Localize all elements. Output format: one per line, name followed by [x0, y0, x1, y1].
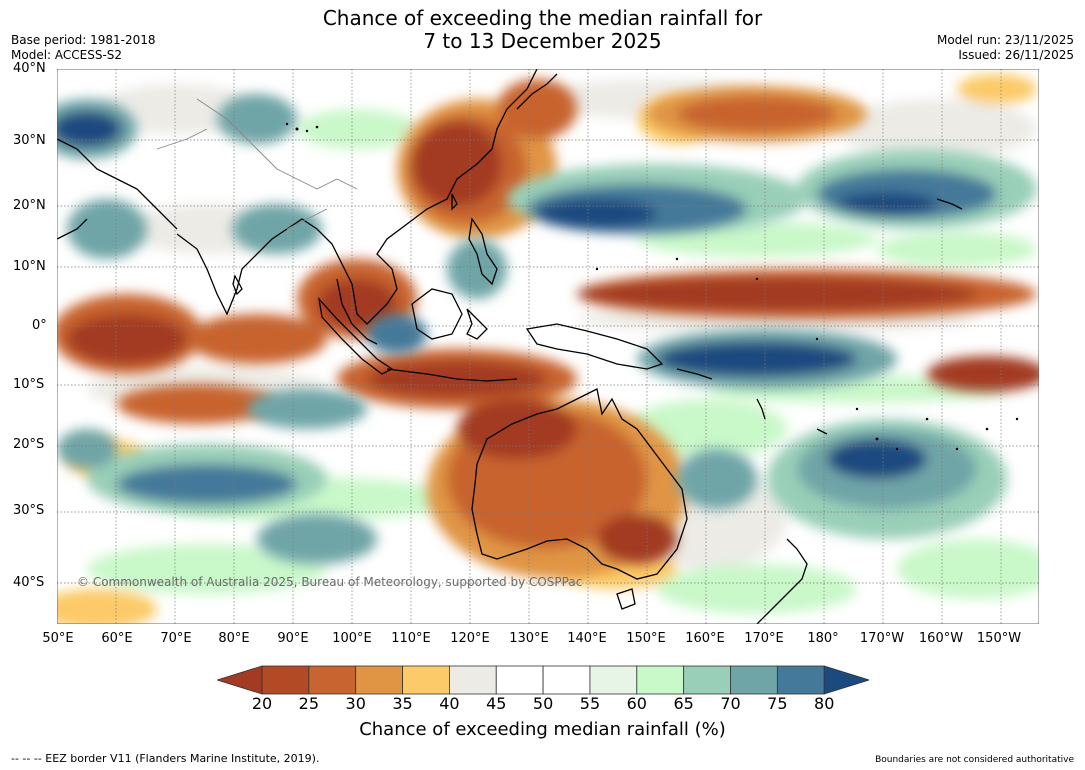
- lon-label: 90°E: [277, 631, 309, 646]
- colorbar-title: Chance of exceeding median rainfall (%): [359, 719, 726, 740]
- lon-label: 100°E: [332, 631, 372, 646]
- lon-label: 180°: [807, 631, 839, 646]
- colorbar-segment: [402, 665, 450, 695]
- colorbar-tick-label: 75: [767, 694, 788, 713]
- colorbar-tick-label: 25: [298, 694, 320, 713]
- colorbar-segment: [589, 665, 638, 695]
- lon-label: 60°E: [101, 631, 133, 646]
- colorbar-segment: [683, 665, 731, 695]
- lon-label: 140°E: [567, 631, 607, 646]
- lat-label: 10°S: [13, 377, 45, 392]
- lon-label: 70°E: [160, 631, 192, 646]
- issued-date: Issued: 26/11/2025: [958, 48, 1074, 62]
- coastlines: [57, 69, 963, 624]
- lon-label: 130°E: [509, 631, 549, 646]
- colorbar-segment: [355, 665, 403, 695]
- colorbar-extend-low: [217, 665, 263, 695]
- lat-label: 20°N: [13, 198, 46, 213]
- colorbar-tick-label: 35: [392, 694, 413, 713]
- meta-right: Model run: 23/11/2025 Issued: 26/11/2025: [937, 33, 1074, 63]
- meta-left: Base period: 1981-2018 Model: ACCESS-S2: [11, 33, 156, 63]
- colorbar-segment: [776, 665, 825, 695]
- lat-label: 40°S: [13, 575, 45, 590]
- rainfall-probability-map: © Commonwealth of Australia 2025, Bureau…: [57, 69, 1039, 624]
- model-name: Model: ACCESS-S2: [11, 48, 123, 62]
- base-period: Base period: 1981-2018: [11, 33, 156, 47]
- colorbar-extend-high: [823, 665, 869, 695]
- eez-border-note: -- -- -- EEZ border V11 (Flanders Marine…: [11, 752, 320, 765]
- lat-label: 40°N: [13, 61, 46, 76]
- colorbar-tick-label: 70: [720, 694, 741, 713]
- lon-label: 170°W: [859, 631, 905, 646]
- colorbar-tick-label: 60: [626, 694, 647, 713]
- lon-label: 160°W: [918, 631, 964, 646]
- lat-label: 20°S: [13, 437, 45, 452]
- colorbar-tick-label: 40: [439, 694, 460, 713]
- colorbar-segment: [261, 665, 310, 695]
- wet-anomaly-regions: [57, 94, 1037, 564]
- colorbar-segment: [308, 665, 357, 695]
- lon-label: 150°W: [976, 631, 1022, 646]
- colorbar-tick-label: 50: [532, 694, 554, 713]
- lat-label: 30°N: [13, 133, 46, 148]
- islands: [285, 122, 1019, 451]
- colorbar: [217, 665, 869, 695]
- colorbar-tick-label: 65: [673, 694, 694, 713]
- map-title-line1: Chance of exceeding the median rainfall …: [322, 6, 763, 30]
- colorbar-segment: [636, 665, 685, 695]
- colorbar-segment: [448, 665, 497, 695]
- country-borders: [156, 98, 358, 230]
- lon-label: 80°E: [218, 631, 250, 646]
- colorbar-tick-label: 80: [814, 694, 835, 713]
- colorbar-segment: [495, 665, 544, 695]
- copyright-notice: © Commonwealth of Australia 2025, Bureau…: [77, 575, 582, 589]
- colorbar-segment: [542, 665, 591, 695]
- lat-label: 30°S: [13, 503, 45, 518]
- lon-label: 150°E: [626, 631, 666, 646]
- boundaries-disclaimer: Boundaries are not considered authoritat…: [875, 755, 1074, 765]
- lon-label: 50°E: [42, 631, 74, 646]
- colorbar-tick-label: 45: [486, 694, 507, 713]
- colorbar-tick-label: 55: [579, 694, 601, 713]
- map-title-line2: 7 to 13 December 2025: [423, 29, 662, 53]
- model-run: Model run: 23/11/2025: [936, 33, 1074, 47]
- lon-label: 110°E: [391, 631, 431, 646]
- colorbar-tick-label: 20: [251, 694, 273, 713]
- lat-label: 0°: [32, 318, 47, 333]
- colorbar-tick-label: 30: [345, 694, 366, 713]
- lon-label: 170°E: [744, 631, 784, 646]
- lat-label: 10°N: [13, 259, 46, 274]
- lon-label: 120°E: [450, 631, 490, 646]
- colorbar-segment: [730, 665, 778, 695]
- lon-label: 160°E: [685, 631, 725, 646]
